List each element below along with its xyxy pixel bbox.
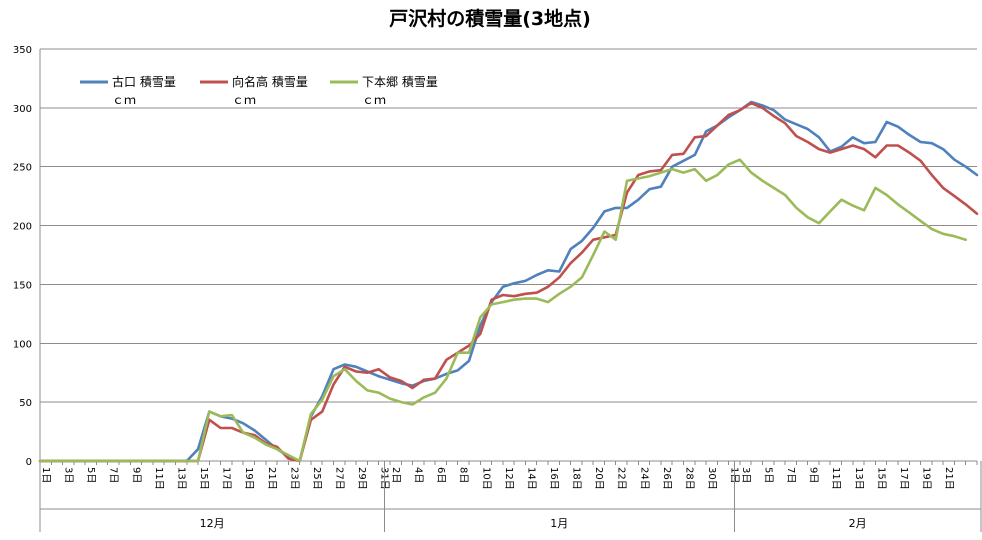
x-tick-label: 5日 xyxy=(763,467,774,483)
x-tick-label: 4日 xyxy=(413,467,424,483)
y-tick-label: 250 xyxy=(13,163,32,174)
x-tick-label: 26日 xyxy=(661,467,672,490)
x-tick-label: 11日 xyxy=(830,467,841,490)
x-tick-label: 19日 xyxy=(243,467,254,490)
month-label: 2月 xyxy=(849,517,867,530)
x-tick-label: 7日 xyxy=(785,467,796,483)
series-line-1 xyxy=(38,100,979,463)
x-tick-label: 12日 xyxy=(503,467,514,490)
legend-unit-2: ｃｍ xyxy=(232,93,256,107)
x-tick-label: 16日 xyxy=(548,467,559,490)
x-tick-label: 3日 xyxy=(740,467,751,483)
x-tick-label: 1日 xyxy=(40,467,51,483)
y-tick-label: 50 xyxy=(19,398,32,409)
legend-label-1: 古口 積雪量 xyxy=(112,74,176,89)
x-tick-label: 21日 xyxy=(943,467,954,490)
y-tick-label: 150 xyxy=(13,280,32,291)
legend-unit-3: ｃｍ xyxy=(362,93,386,107)
x-tick-label: 9日 xyxy=(130,467,141,483)
x-tick-label: 3日 xyxy=(63,467,74,483)
x-tick-label: 15日 xyxy=(875,467,886,490)
x-tick-label: 28日 xyxy=(683,467,694,490)
x-tick-label: 18日 xyxy=(571,467,582,490)
x-tick-label: 6日 xyxy=(435,467,446,483)
x-tick-label: 27日 xyxy=(334,467,345,490)
x-tick-label: 30日 xyxy=(706,467,717,490)
x-tick-label: 2日 xyxy=(390,467,401,483)
series-line-3 xyxy=(38,158,968,463)
legend-label-3: 下本郷 積雪量 xyxy=(362,74,438,89)
x-tick-label: 15日 xyxy=(198,467,209,490)
x-tick-label: 13日 xyxy=(175,467,186,490)
x-tick-label: 29日 xyxy=(356,467,367,490)
grid-layer xyxy=(40,48,977,462)
x-tick-label: 9日 xyxy=(808,467,819,483)
x-tick-label: 8日 xyxy=(458,467,469,483)
month-label: 12月 xyxy=(200,517,225,530)
x-tick-label: 10日 xyxy=(480,467,491,490)
x-tick-label: 14日 xyxy=(525,467,536,490)
x-tick-label: 13日 xyxy=(853,467,864,490)
y-tick-label: 100 xyxy=(13,339,32,350)
x-tick-label: 17日 xyxy=(898,467,909,490)
y-tick-label: 300 xyxy=(13,104,32,115)
x-tick-label: 7日 xyxy=(108,467,119,483)
x-tick-label: 17日 xyxy=(221,467,232,490)
y-tick-label: 0 xyxy=(26,457,32,468)
legend-unit-1: ｃｍ xyxy=(112,93,136,107)
y-tick-label: 200 xyxy=(13,222,32,233)
chart-title: 戸沢村の積雪量(3地点) xyxy=(389,7,591,30)
x-tick-label: 11日 xyxy=(153,467,164,490)
x-tick-label: 19日 xyxy=(921,467,932,490)
x-tick-label: 5日 xyxy=(85,467,96,483)
month-label: 1月 xyxy=(550,517,568,530)
series-layer xyxy=(38,100,979,463)
x-tick-label: 22日 xyxy=(616,467,627,490)
x-tick-label: 23日 xyxy=(288,467,299,490)
x-tick-label: 24日 xyxy=(638,467,649,490)
x-tick-label: 20日 xyxy=(593,467,604,490)
legend-label-2: 向名高 積雪量 xyxy=(232,74,308,89)
x-tick-label: 21日 xyxy=(266,467,277,490)
y-tick-label: 350 xyxy=(13,45,32,56)
x-tick-label: 25日 xyxy=(311,467,322,490)
legend: 古口 積雪量 ｃｍ 向名高 積雪量 ｃｍ 下本郷 積雪量 ｃｍ xyxy=(80,74,438,107)
series-line-2 xyxy=(38,101,979,463)
axis-layer: 0 50 100 150 200 250 300 350 1日 3日 5日 7日 9日 11日 13日 15日… xyxy=(13,45,982,532)
